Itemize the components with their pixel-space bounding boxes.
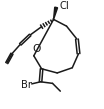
Text: Br: Br (21, 80, 32, 90)
Text: Cl: Cl (59, 1, 69, 11)
Text: O: O (33, 44, 41, 54)
Polygon shape (54, 7, 58, 19)
